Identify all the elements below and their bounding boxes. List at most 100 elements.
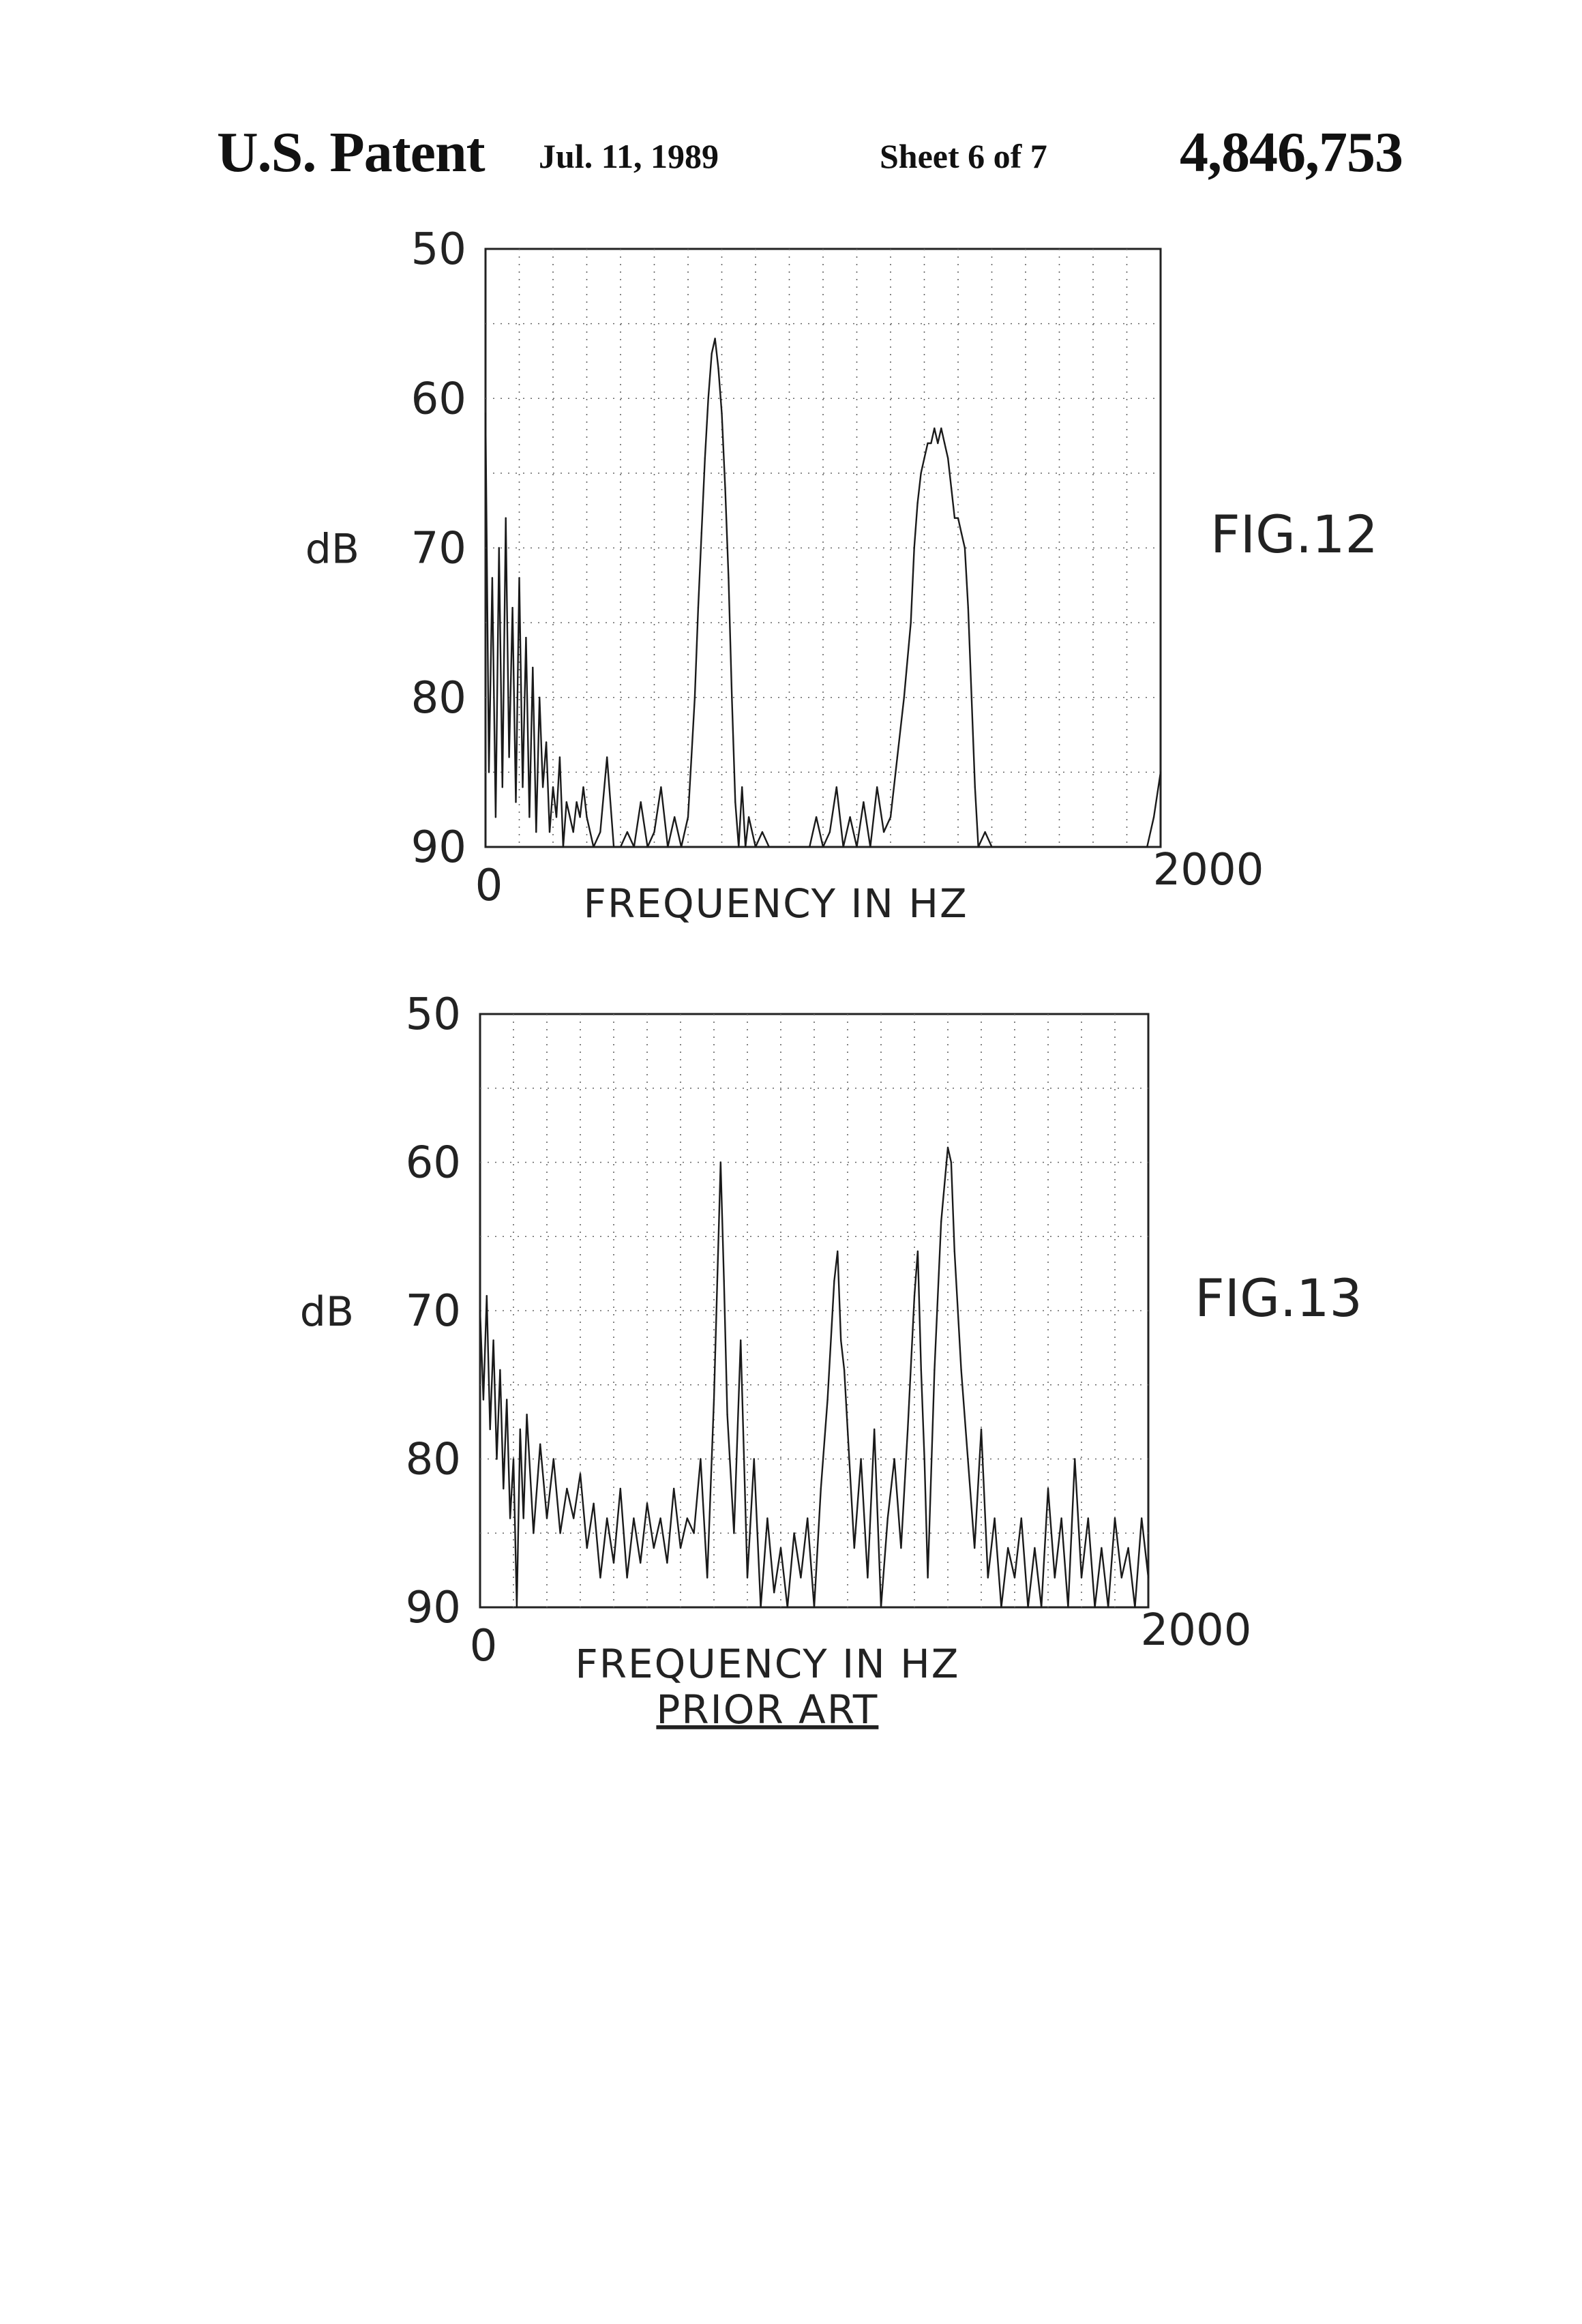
- data-point: [954, 1251, 955, 1252]
- data-point: [539, 1444, 541, 1445]
- data-point: [1051, 846, 1053, 848]
- data-point: [659, 1517, 661, 1519]
- data-point: [1074, 1458, 1075, 1459]
- data-point: [646, 1503, 648, 1504]
- data-point: [700, 1458, 701, 1459]
- data-point: [967, 1458, 968, 1459]
- data-point: [787, 1607, 788, 1608]
- data-point: [927, 1577, 928, 1578]
- data-point: [883, 831, 884, 833]
- data-point: [847, 1429, 848, 1430]
- data-point: [613, 1562, 614, 1564]
- data-point: [580, 1473, 581, 1474]
- data-point: [680, 1547, 681, 1549]
- data-point: [653, 831, 655, 833]
- data-point: [606, 1517, 608, 1519]
- y-tick-label: 90: [406, 1583, 461, 1633]
- data-point: [874, 1429, 875, 1430]
- data-point: [917, 1251, 919, 1252]
- data-point: [951, 1161, 952, 1163]
- data-point: [660, 786, 661, 788]
- data-point: [734, 801, 736, 803]
- data-point: [495, 816, 496, 818]
- data-point: [998, 846, 999, 848]
- data-point: [1127, 1547, 1129, 1549]
- data-point: [582, 786, 584, 788]
- data-point: [916, 503, 918, 504]
- data-point: [951, 488, 952, 489]
- data-point: [829, 831, 831, 833]
- data-point: [573, 831, 574, 833]
- data-point: [957, 1310, 959, 1311]
- data-point: [971, 697, 972, 698]
- y-tick-label: 50: [411, 224, 466, 275]
- data-point: [576, 801, 577, 803]
- data-point: [599, 1577, 601, 1578]
- data-point: [593, 846, 594, 848]
- data-point: [1134, 1607, 1135, 1608]
- data-point: [921, 1369, 922, 1371]
- data-point: [566, 801, 567, 803]
- data-point: [788, 846, 790, 848]
- data-point: [549, 831, 550, 833]
- data-point: [937, 443, 938, 444]
- data-point: [991, 846, 992, 848]
- data-point: [923, 458, 925, 459]
- data-point: [1113, 846, 1114, 848]
- data-point: [653, 1547, 655, 1549]
- data-point: [944, 443, 945, 444]
- x-tick-label: 0: [475, 861, 503, 911]
- data-point: [717, 1280, 718, 1281]
- data-point: [897, 756, 898, 758]
- data-point: [1094, 1607, 1095, 1608]
- data-point: [681, 846, 682, 848]
- data-point: [1027, 1607, 1028, 1608]
- data-point: [1011, 846, 1013, 848]
- data-point: [1025, 846, 1026, 848]
- data-point: [502, 786, 503, 788]
- data-point: [511, 607, 513, 608]
- data-point: [1039, 846, 1040, 848]
- data-point: [508, 756, 509, 758]
- data-point: [1034, 1547, 1035, 1549]
- data-point: [626, 1577, 627, 1578]
- data-point: [1146, 846, 1148, 848]
- data-point: [1148, 1577, 1149, 1578]
- data-point: [947, 1147, 949, 1148]
- y-tick-label: 90: [411, 822, 466, 873]
- data-point: [755, 846, 756, 848]
- data-point: [978, 846, 979, 848]
- data-point: [552, 786, 554, 788]
- y-tick-label: 80: [411, 673, 466, 724]
- data-point: [795, 846, 796, 848]
- data-point: [747, 1577, 748, 1578]
- data-point: [674, 816, 675, 818]
- data-point: [981, 1429, 982, 1430]
- figure-label: FIG.13: [1195, 1268, 1362, 1328]
- data-point: [556, 816, 557, 818]
- data-point: [646, 846, 648, 848]
- x-tick-label: 0: [470, 1621, 498, 1671]
- spectrum-line: [480, 1148, 1148, 1607]
- data-point: [714, 338, 715, 339]
- data-point: [745, 846, 746, 848]
- data-point: [579, 816, 580, 818]
- data-point: [569, 816, 571, 818]
- data-point: [968, 607, 969, 608]
- data-point: [802, 846, 803, 848]
- data-point: [518, 577, 520, 578]
- data-point: [940, 428, 942, 429]
- data-point: [563, 846, 564, 848]
- data-point: [532, 667, 533, 668]
- data-point: [741, 786, 743, 788]
- data-point: [1160, 771, 1161, 773]
- data-point: [1021, 1517, 1022, 1519]
- data-point: [1081, 1577, 1082, 1578]
- y-tick-label: 60: [411, 374, 466, 424]
- data-point: [1101, 1547, 1102, 1549]
- data-point: [726, 1414, 728, 1415]
- data-point: [934, 428, 935, 429]
- data-point: [559, 756, 561, 758]
- data-point: [867, 1577, 868, 1578]
- data-point: [693, 1532, 694, 1534]
